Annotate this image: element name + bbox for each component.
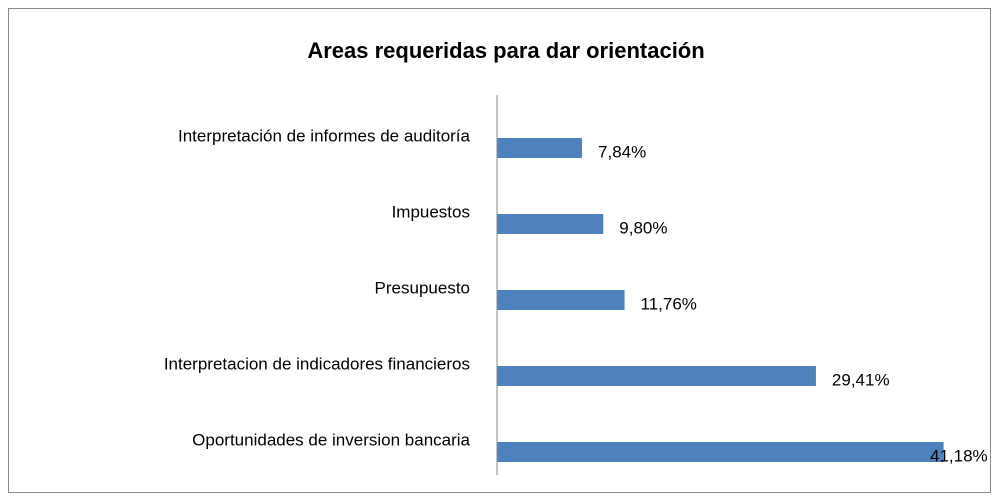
chart-title: Areas requeridas para dar orientación [307,38,704,63]
category-label: Presupuesto [375,278,470,297]
category-label: Oportunidades de inversion bancaria [192,430,470,449]
bar [497,366,816,386]
category-label: Interpretacion de indicadores financiero… [164,354,470,373]
value-label: 9,80% [619,218,667,237]
value-label: 29,41% [832,370,890,389]
bar [497,442,944,462]
bar [497,214,604,234]
chart-border [8,8,991,493]
bar [497,138,583,158]
bar [497,290,625,310]
category-label: Interpretación de informes de auditoría [178,126,471,145]
value-label: 41,18% [930,446,988,465]
value-label: 7,84% [598,142,646,161]
category-label: Impuestos [392,202,470,221]
value-label: 11,76% [641,294,697,313]
